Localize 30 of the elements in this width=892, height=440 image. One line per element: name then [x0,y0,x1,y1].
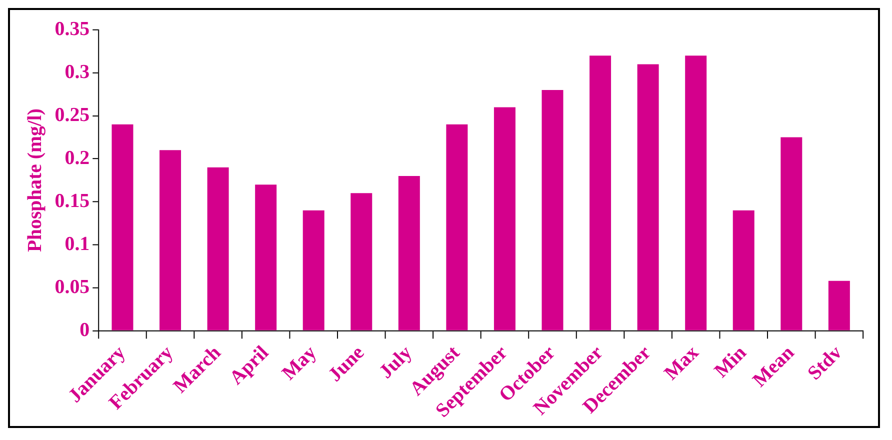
y-tick-label: 0.1 [64,232,90,255]
bar [542,90,564,330]
y-tick-label: 0.15 [54,190,90,212]
bar [112,124,134,330]
bar [637,64,659,330]
bar [255,184,277,330]
bar [350,193,372,330]
x-tick-label: June [324,342,369,386]
x-tick-label: Max [660,342,704,384]
y-tick-label: 0.25 [54,104,90,126]
bar [446,124,468,330]
x-tick-label: May [278,342,321,384]
y-tick-label: 0.2 [64,146,90,169]
bar [494,107,516,330]
bar [828,280,850,330]
bar [590,56,612,330]
bar [398,176,420,330]
bar [207,167,229,330]
y-tick-label: 0.05 [54,276,90,298]
x-tick-label: Min [710,342,751,382]
bar [685,56,707,330]
y-axis-title: Phosphate (mg/l) [24,108,46,252]
y-tick-label: 0 [80,318,90,341]
bar [732,210,754,330]
y-tick-label: 0.3 [64,60,90,83]
y-tick-label: 0.35 [54,18,90,40]
bar [780,137,802,330]
bar [302,210,324,330]
bar [160,150,182,330]
x-tick-label: Stdv [803,342,846,384]
